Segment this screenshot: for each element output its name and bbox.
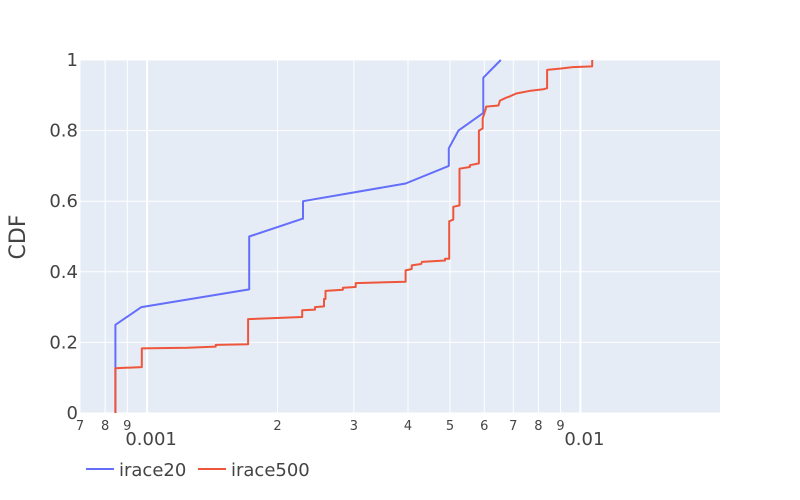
- y-tick-label: 0.8: [49, 121, 78, 142]
- x-major-tick-label: 0.01: [564, 429, 604, 450]
- x-major-tick-label: 0.001: [125, 429, 177, 450]
- x-grid: [79, 60, 582, 413]
- x-minor-tick-label: 7: [76, 419, 84, 434]
- y-tick-label: 1: [67, 50, 78, 71]
- legend[interactable]: irace20 irace500: [86, 460, 310, 481]
- y-tick-label: 0.2: [49, 332, 78, 353]
- y-tick-label: 0.6: [49, 191, 78, 212]
- x-minor-tick-label: 3: [350, 419, 358, 434]
- y-tick-label: 0.4: [49, 262, 78, 283]
- x-minor-tick-label: 6: [480, 419, 488, 434]
- series-layer: [114, 59, 594, 413]
- x-minor-tick-label: 8: [101, 419, 109, 434]
- y-grid: [80, 59, 720, 414]
- x-axis-ticks: 7 8 9 2 3 4 5 6 7 8 90.001 0.01: [76, 419, 605, 450]
- x-minor-tick-label: 2: [273, 419, 281, 434]
- x-minor-tick-label: 8: [534, 419, 542, 434]
- y-axis-ticks: 0 0.2 0.4 0.6 0.8 1: [49, 50, 78, 424]
- y-tick-label: 0: [67, 403, 78, 424]
- x-minor-tick-label: 4: [404, 419, 412, 434]
- y-axis-label: CDF: [6, 215, 31, 260]
- legend-label-irace20[interactable]: irace20: [119, 460, 186, 481]
- x-minor-tick-label: 5: [446, 419, 454, 434]
- series-line-irace20: [114, 59, 502, 413]
- x-minor-tick-label: 9: [556, 419, 564, 434]
- legend-label-irace500[interactable]: irace500: [231, 460, 310, 481]
- x-minor-tick-label: 9: [123, 419, 131, 434]
- series-line-irace500: [114, 60, 594, 413]
- plot-area: [80, 60, 720, 413]
- x-minor-tick-label: 7: [509, 419, 517, 434]
